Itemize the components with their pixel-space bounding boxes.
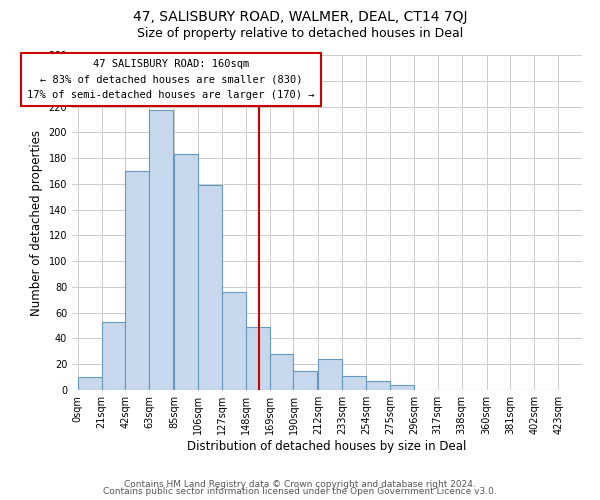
Text: Contains public sector information licensed under the Open Government Licence v3: Contains public sector information licen… xyxy=(103,487,497,496)
Bar xyxy=(174,154,198,390)
Bar xyxy=(343,376,366,390)
Bar xyxy=(125,171,149,390)
Bar xyxy=(222,292,246,390)
Bar xyxy=(293,370,317,390)
Bar xyxy=(246,327,269,390)
Bar xyxy=(77,377,101,390)
Bar xyxy=(198,185,222,390)
X-axis label: Distribution of detached houses by size in Deal: Distribution of detached houses by size … xyxy=(187,440,467,453)
Bar xyxy=(390,385,414,390)
Text: 47 SALISBURY ROAD: 160sqm
← 83% of detached houses are smaller (830)
17% of semi: 47 SALISBURY ROAD: 160sqm ← 83% of detac… xyxy=(27,59,314,100)
Y-axis label: Number of detached properties: Number of detached properties xyxy=(30,130,43,316)
Bar xyxy=(269,354,293,390)
Bar xyxy=(149,110,173,390)
Bar xyxy=(101,322,125,390)
Text: 47, SALISBURY ROAD, WALMER, DEAL, CT14 7QJ: 47, SALISBURY ROAD, WALMER, DEAL, CT14 7… xyxy=(133,10,467,24)
Text: Size of property relative to detached houses in Deal: Size of property relative to detached ho… xyxy=(137,28,463,40)
Text: Contains HM Land Registry data © Crown copyright and database right 2024.: Contains HM Land Registry data © Crown c… xyxy=(124,480,476,489)
Bar xyxy=(366,381,390,390)
Bar xyxy=(319,359,343,390)
